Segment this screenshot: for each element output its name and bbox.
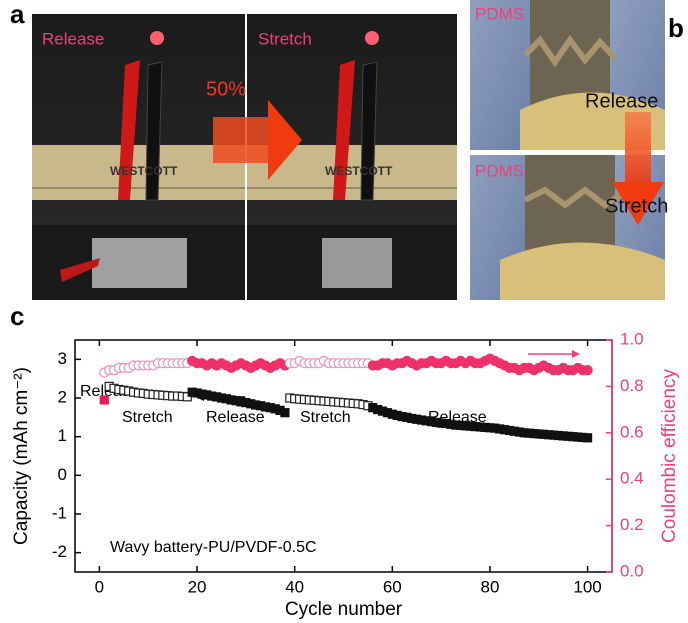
- material-label: PDMS: [475, 161, 524, 180]
- x-tick-label: 20: [188, 577, 207, 596]
- panel-label: a: [10, 0, 25, 29]
- annotation: Stretch: [300, 409, 351, 426]
- y2-axis-label: Coulombic efficiency: [659, 369, 680, 543]
- y2-tick-label: 0.0: [620, 561, 644, 580]
- point: [583, 366, 592, 375]
- y2-tick-label: 0.4: [620, 469, 644, 488]
- y-tick-label: 2: [58, 387, 67, 406]
- strain-label: 50%: [206, 78, 246, 100]
- state-label: Stretch: [258, 29, 312, 48]
- x-axis-label: Cycle number: [285, 599, 403, 620]
- y2-tick-label: 0.2: [620, 515, 644, 534]
- ruler-brand: WESTCOTT: [325, 164, 393, 178]
- y-tick-label: -1: [52, 503, 67, 522]
- page: a Release Stretch 50% WESTCOTT WESTCOTT …: [0, 0, 688, 623]
- arrow-head: [572, 350, 580, 358]
- y-tick-label: 3: [58, 349, 67, 368]
- y-axis-label: Capacity (mAh cm⁻²): [11, 367, 32, 545]
- y-tick-label: 1: [58, 426, 67, 445]
- y-tick-label: -2: [52, 542, 67, 561]
- annotation: Wavy battery-PU/PVDF-0.5C: [110, 539, 317, 556]
- panel-label: c: [10, 301, 24, 331]
- annotation: Stretch: [122, 409, 173, 426]
- y2-tick-label: 0.8: [620, 376, 644, 395]
- point: [584, 434, 592, 442]
- state-label: Release: [585, 90, 658, 112]
- annotation: Release: [206, 409, 265, 426]
- figure: a Release Stretch 50% WESTCOTT WESTCOTT …: [0, 0, 688, 623]
- material-label: PDMS: [475, 4, 524, 23]
- point: [100, 396, 108, 404]
- ruler-brand: WESTCOTT: [110, 164, 178, 178]
- x-tick-label: 0: [95, 577, 104, 596]
- state-label: Release: [42, 29, 104, 48]
- x-tick-label: 80: [480, 577, 499, 596]
- y2-tick-label: 0.6: [620, 422, 644, 441]
- point: [281, 409, 289, 417]
- chart: 0 20 40 60 80 100 -2 -1 0 1 2 3 0.0 0.2 0.4 0.6 0.8 1.0 Cy…: [11, 329, 680, 620]
- plot-frame: [75, 340, 612, 572]
- y2-tick-label: 1.0: [620, 329, 644, 348]
- x-tick-label: 60: [383, 577, 402, 596]
- x-tick-label: 40: [285, 577, 304, 596]
- panel-label: b: [668, 13, 684, 43]
- state-label: Stretch: [605, 195, 668, 217]
- y-tick-label: 0: [58, 465, 67, 484]
- x-tick-label: 100: [573, 577, 601, 596]
